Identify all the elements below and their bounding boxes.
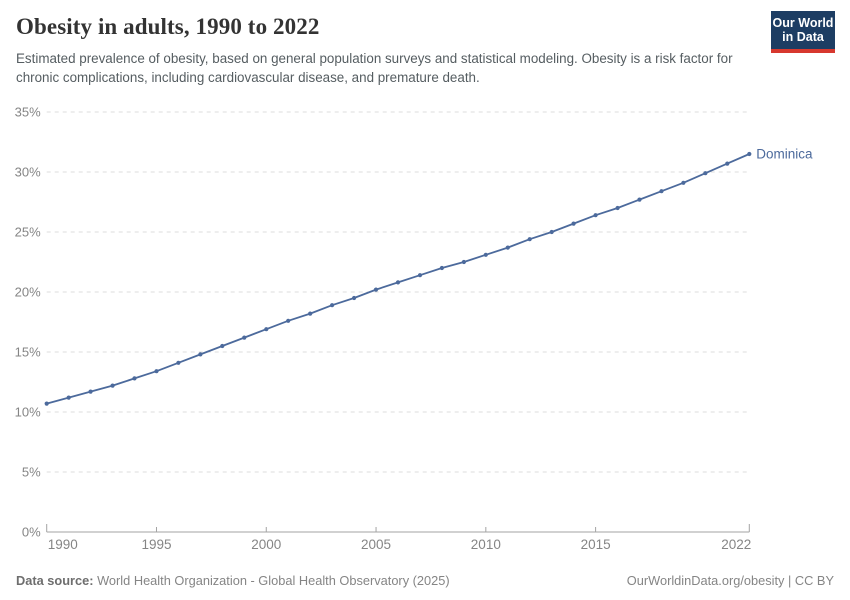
data-point[interactable] [439,265,444,271]
data-point[interactable] [373,287,379,292]
owid-logo-line1: Our World [772,16,834,30]
data-point[interactable] [264,327,269,332]
data-point[interactable] [132,376,137,381]
x-axis-label: 1995 [141,537,171,552]
data-point[interactable] [154,369,159,374]
data-point[interactable] [527,237,532,242]
owid-logo-line2: in Data [782,30,824,44]
y-axis-label: 30% [15,165,41,180]
page-title: Obesity in adults, 1990 to 2022 [16,14,320,39]
y-axis-label: 15% [15,345,41,360]
line-chart-svg[interactable]: 0% 5% 10% 15% 20% 25% 30% 35% 1990 1995 2000 2005 20… [0,95,850,557]
data-point[interactable] [593,213,598,218]
data-point[interactable] [220,343,225,349]
data-point[interactable] [198,352,203,357]
data-point[interactable] [66,395,71,400]
data-point[interactable] [747,151,752,157]
y-axis-label: 20% [15,285,41,300]
chart-footer: Data source: World Health Organization -… [16,573,834,588]
data-point[interactable] [286,318,291,323]
y-axis-label: 25% [15,225,41,240]
data-point[interactable] [637,197,642,202]
data-point[interactable] [110,383,115,388]
x-axis-label: 2000 [251,537,281,552]
y-axis-label: 0% [22,525,41,540]
x-axis-label: 2005 [361,537,391,552]
data-point[interactable] [88,389,93,394]
data-point[interactable] [483,252,488,257]
data-point[interactable] [681,180,686,185]
data-point[interactable] [308,311,313,316]
data-point[interactable] [461,259,466,265]
data-source-text: World Health Organization - Global Healt… [93,573,450,588]
trend-line[interactable] [45,153,751,405]
data-point[interactable] [330,303,335,308]
data-point[interactable] [352,295,357,301]
y-axis-label: 10% [15,405,41,420]
data-point[interactable] [615,205,620,211]
x-axis-label: 2022 [721,537,751,552]
data-point[interactable] [417,273,423,278]
x-axis-label: 2015 [581,537,611,552]
data-point[interactable] [505,245,510,250]
line-chart-area[interactable]: 0% 5% 10% 15% 20% 25% 30% 35% 1990 1995 2000 2005 20… [0,95,850,557]
series-end-label[interactable]: Dominica [756,147,813,162]
data-source-label: Data source: [16,573,94,588]
x-axis-label: 2010 [471,537,501,552]
chart-subtitle: Estimated prevalence of obesity, based o… [16,51,733,85]
data-point[interactable] [571,221,576,226]
x-axis-label: 1990 [48,537,78,552]
chart-header: Obesity in adults, 1990 to 2022 Estimate… [16,11,835,87]
y-axis-label: 35% [15,105,41,120]
data-point[interactable] [703,171,708,176]
data-point[interactable] [549,229,554,235]
license-link[interactable]: OurWorldinData.org/obesity | CC BY [626,573,834,588]
data-point[interactable] [659,189,664,194]
y-axis-label: 5% [22,465,41,480]
data-point[interactable] [44,401,49,406]
data-point[interactable] [242,335,247,340]
data-point[interactable] [395,280,401,285]
data-point[interactable] [725,161,730,166]
owid-logo[interactable]: Our World in Data [771,11,835,53]
data-source: Data source: World Health Organization -… [16,573,450,588]
data-point[interactable] [176,360,181,365]
